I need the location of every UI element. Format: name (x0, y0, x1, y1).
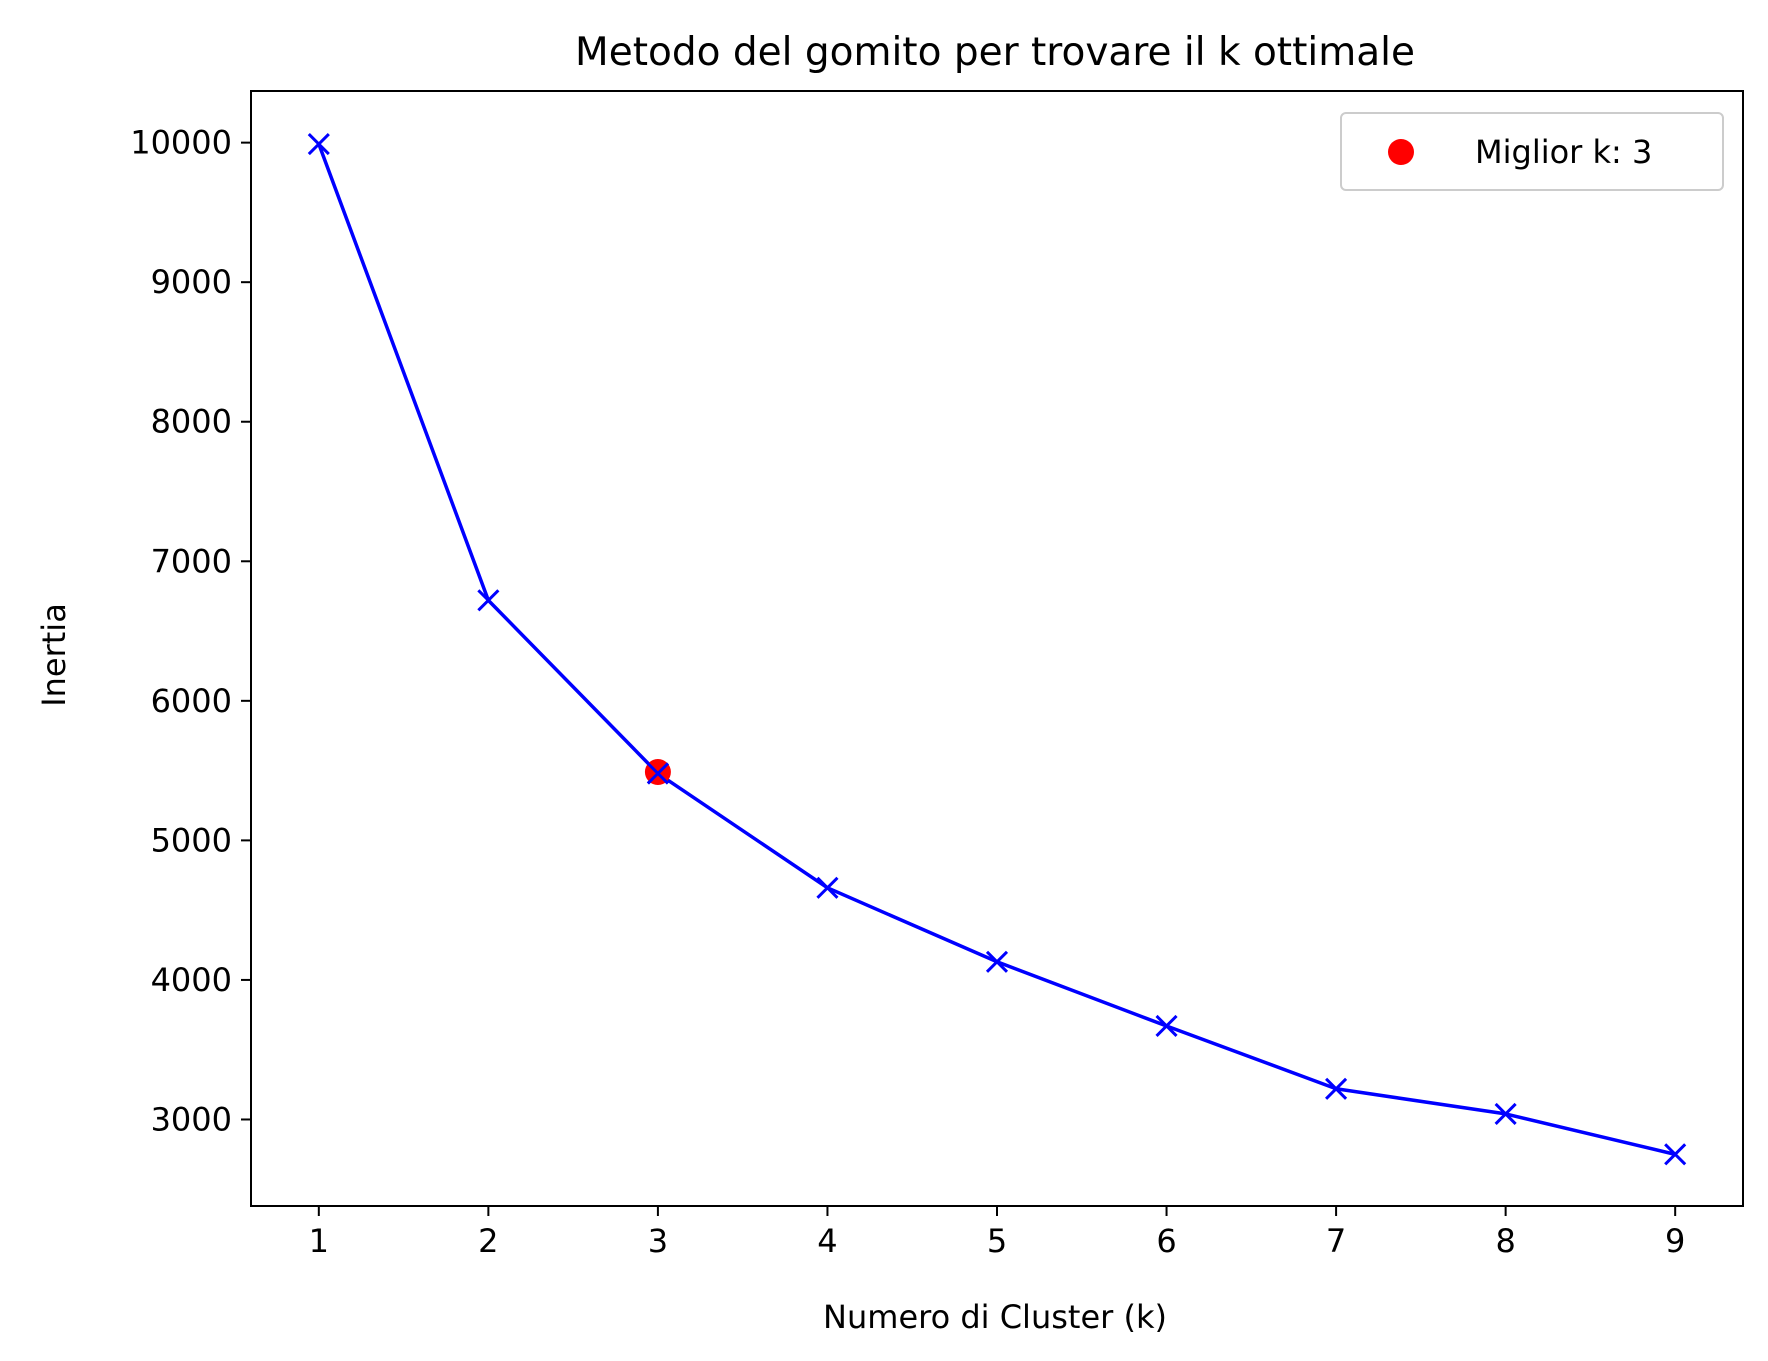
x-tick-label-5: 5 (987, 1222, 1007, 1260)
data-point-k6 (1155, 1014, 1178, 1038)
plot-area: 1 2 3 4 5 6 7 8 9 3000 4000 5000 6000 7000 8000 9000 100… (130, 90, 1744, 1260)
data-point-k9 (1664, 1143, 1687, 1166)
y-tick-label-5000: 5000 (151, 821, 232, 859)
chart-title: Metodo del gomito per trovare il k ottim… (575, 30, 1415, 75)
legend-highlight-marker (1388, 139, 1414, 165)
data-point-k2 (477, 589, 500, 612)
x-tick-label-8: 8 (1495, 1222, 1515, 1260)
legend: Miglior k: 3 (1340, 112, 1724, 191)
y-axis-label: Inertia (35, 603, 73, 707)
best-k-cross-overlay (646, 762, 669, 785)
legend-label: Miglior k: 3 (1475, 133, 1652, 171)
x-tick-label-1: 1 (309, 1222, 329, 1260)
y-tick-label-10000: 10000 (130, 124, 232, 162)
x-tick-label-7: 7 (1326, 1222, 1346, 1260)
data-point-k1 (307, 132, 330, 156)
data-point-k7 (1325, 1077, 1348, 1100)
y-tick-label-4000: 4000 (151, 961, 232, 999)
x-tick-label-3: 3 (648, 1222, 668, 1260)
y-tick-label-3000: 3000 (151, 1100, 232, 1138)
legend-box (1340, 112, 1724, 191)
x-tick-label-6: 6 (1156, 1222, 1176, 1260)
x-tick-label-9: 9 (1665, 1222, 1685, 1260)
y-tick-label-6000: 6000 (151, 682, 232, 720)
y-tick-label-8000: 8000 (151, 403, 232, 441)
y-tick-label-7000: 7000 (151, 542, 232, 580)
x-tick-label-4: 4 (817, 1222, 837, 1260)
data-point-k8 (1494, 1102, 1517, 1125)
data-point-k5 (985, 950, 1009, 973)
x-tick-label-2: 2 (478, 1222, 498, 1260)
data-point-k4 (816, 876, 839, 899)
x-axis-label: Numero di Cluster (k) (823, 1298, 1167, 1336)
y-tick-label-9000: 9000 (151, 263, 232, 301)
